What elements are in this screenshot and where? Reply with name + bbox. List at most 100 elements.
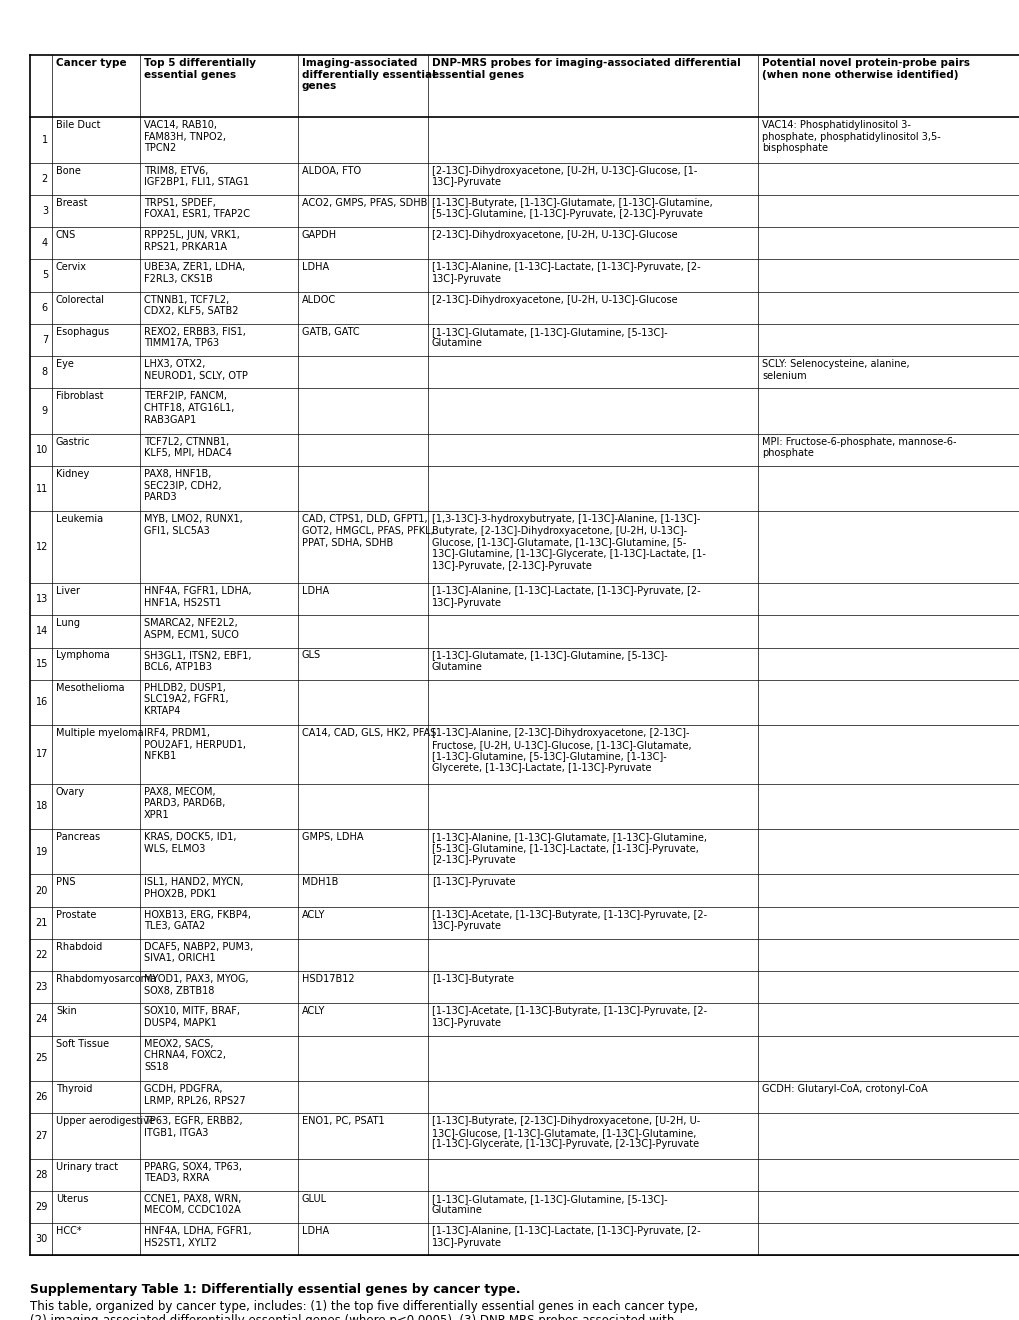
Text: 28: 28 (36, 1170, 48, 1180)
Text: Kidney: Kidney (56, 469, 90, 479)
Text: 1: 1 (42, 135, 48, 145)
Text: PAX8, MECOM,
PARD3, PARD6B,
XPR1: PAX8, MECOM, PARD3, PARD6B, XPR1 (144, 787, 225, 820)
Text: 19: 19 (36, 846, 48, 857)
Text: Prostate: Prostate (56, 909, 96, 920)
Text: 20: 20 (36, 886, 48, 895)
Text: Gastric: Gastric (56, 437, 91, 446)
Text: GMPS, LDHA: GMPS, LDHA (302, 832, 363, 842)
Text: 6: 6 (42, 302, 48, 313)
Text: 14: 14 (36, 627, 48, 636)
Text: Upper aerodigestive: Upper aerodigestive (56, 1117, 155, 1126)
Text: HCC*: HCC* (56, 1226, 82, 1236)
Text: 29: 29 (36, 1203, 48, 1212)
Text: 10: 10 (36, 445, 48, 455)
Text: 9: 9 (42, 407, 48, 416)
Text: [1-13C]-Glutamate, [1-13C]-Glutamine, [5-13C]-
Glutamine: [1-13C]-Glutamate, [1-13C]-Glutamine, [5… (432, 327, 667, 348)
Text: [1-13C]-Butyrate, [1-13C]-Glutamate, [1-13C]-Glutamine,
[5-13C]-Glutamine, [1-13: [1-13C]-Butyrate, [1-13C]-Glutamate, [1-… (432, 198, 712, 219)
Text: REXO2, ERBB3, FIS1,
TIMM17A, TP63: REXO2, ERBB3, FIS1, TIMM17A, TP63 (144, 327, 246, 348)
Text: HNF4A, LDHA, FGFR1,
HS2ST1, XYLT2: HNF4A, LDHA, FGFR1, HS2ST1, XYLT2 (144, 1226, 252, 1247)
Text: Rhabdoid: Rhabdoid (56, 942, 102, 952)
Text: CCNE1, PAX8, WRN,
MECOM, CCDC102A: CCNE1, PAX8, WRN, MECOM, CCDC102A (144, 1193, 242, 1216)
Text: TP63, EGFR, ERBB2,
ITGB1, ITGA3: TP63, EGFR, ERBB2, ITGB1, ITGA3 (144, 1117, 243, 1138)
Text: SCLY: Selenocysteine, alanine,
selenium: SCLY: Selenocysteine, alanine, selenium (761, 359, 909, 380)
Text: Fibroblast: Fibroblast (56, 391, 103, 401)
Text: TERF2IP, FANCM,
CHTF18, ATG16L1,
RAB3GAP1: TERF2IP, FANCM, CHTF18, ATG16L1, RAB3GAP… (144, 391, 234, 425)
Text: PHLDB2, DUSP1,
SLC19A2, FGFR1,
KRTAP4: PHLDB2, DUSP1, SLC19A2, FGFR1, KRTAP4 (144, 682, 228, 715)
Text: [2-13C]-Dihydroxyacetone, [U-2H, U-13C]-Glucose: [2-13C]-Dihydroxyacetone, [U-2H, U-13C]-… (432, 294, 677, 305)
Text: IRF4, PRDM1,
POU2AF1, HERPUD1,
NFKB1: IRF4, PRDM1, POU2AF1, HERPUD1, NFKB1 (144, 729, 246, 762)
Text: HSD17B12: HSD17B12 (302, 974, 355, 985)
Text: LHX3, OTX2,
NEUROD1, SCLY, OTP: LHX3, OTX2, NEUROD1, SCLY, OTP (144, 359, 248, 380)
Text: CNS: CNS (56, 230, 76, 240)
Text: Lung: Lung (56, 618, 79, 628)
Text: 26: 26 (36, 1092, 48, 1102)
Text: Soft Tissue: Soft Tissue (56, 1039, 109, 1048)
Text: Uterus: Uterus (56, 1193, 89, 1204)
Text: 5: 5 (42, 271, 48, 281)
Text: Cervix: Cervix (56, 263, 87, 272)
Text: GLUL: GLUL (302, 1193, 327, 1204)
Text: 11: 11 (36, 483, 48, 494)
Text: Multiple myeloma: Multiple myeloma (56, 729, 144, 738)
Text: 21: 21 (36, 917, 48, 928)
Text: GCDH: Glutaryl-CoA, crotonyl-CoA: GCDH: Glutaryl-CoA, crotonyl-CoA (761, 1084, 927, 1094)
Text: VAC14: Phosphatidylinositol 3-
phosphate, phosphatidylinositol 3,5-
bisphosphate: VAC14: Phosphatidylinositol 3- phosphate… (761, 120, 940, 153)
Text: 16: 16 (36, 697, 48, 708)
Text: [2-13C]-Dihydroxyacetone, [U-2H, U-13C]-Glucose: [2-13C]-Dihydroxyacetone, [U-2H, U-13C]-… (432, 230, 677, 240)
Text: ACO2, GMPS, PFAS, SDHB: ACO2, GMPS, PFAS, SDHB (302, 198, 427, 207)
Text: GCDH, PDGFRA,
LRMP, RPL26, RPS27: GCDH, PDGFRA, LRMP, RPL26, RPS27 (144, 1084, 246, 1106)
Text: PNS: PNS (56, 878, 75, 887)
Text: Supplementary Table 1: Differentially essential genes by cancer type.: Supplementary Table 1: Differentially es… (30, 1283, 520, 1296)
Text: Ovary: Ovary (56, 787, 85, 797)
Text: HOXB13, ERG, FKBP4,
TLE3, GATA2: HOXB13, ERG, FKBP4, TLE3, GATA2 (144, 909, 251, 931)
Text: 13: 13 (36, 594, 48, 605)
Text: 23: 23 (36, 982, 48, 993)
Text: TCF7L2, CTNNB1,
KLF5, MPI, HDAC4: TCF7L2, CTNNB1, KLF5, MPI, HDAC4 (144, 437, 231, 458)
Text: TRPS1, SPDEF,
FOXA1, ESR1, TFAP2C: TRPS1, SPDEF, FOXA1, ESR1, TFAP2C (144, 198, 250, 219)
Text: HNF4A, FGFR1, LDHA,
HNF1A, HS2ST1: HNF4A, FGFR1, LDHA, HNF1A, HS2ST1 (144, 586, 252, 607)
Text: Thyroid: Thyroid (56, 1084, 93, 1094)
Text: TRIM8, ETV6,
IGF2BP1, FLI1, STAG1: TRIM8, ETV6, IGF2BP1, FLI1, STAG1 (144, 165, 249, 187)
Text: Cancer type: Cancer type (56, 58, 126, 69)
Text: ENO1, PC, PSAT1: ENO1, PC, PSAT1 (302, 1117, 384, 1126)
Text: ACLY: ACLY (302, 909, 325, 920)
Text: [1-13C]-Pyruvate: [1-13C]-Pyruvate (432, 878, 515, 887)
Text: [1-13C]-Alanine, [1-13C]-Glutamate, [1-13C]-Glutamine,
[5-13C]-Glutamine, [1-13C: [1-13C]-Alanine, [1-13C]-Glutamate, [1-1… (432, 832, 706, 865)
Text: 3: 3 (42, 206, 48, 216)
Text: Pancreas: Pancreas (56, 832, 100, 842)
Text: (2) imaging-associated differentially essential genes (where p<0.0005), (3) DNP-: (2) imaging-associated differentially es… (30, 1315, 674, 1320)
Text: RPP25L, JUN, VRK1,
RPS21, PRKAR1A: RPP25L, JUN, VRK1, RPS21, PRKAR1A (144, 230, 239, 252)
Text: 17: 17 (36, 750, 48, 759)
Text: Lymphoma: Lymphoma (56, 651, 110, 660)
Text: UBE3A, ZER1, LDHA,
F2RL3, CKS1B: UBE3A, ZER1, LDHA, F2RL3, CKS1B (144, 263, 245, 284)
Text: CAD, CTPS1, DLD, GFPT1,
GOT2, HMGCL, PFAS, PFKL,
PPAT, SDHA, SDHB: CAD, CTPS1, DLD, GFPT1, GOT2, HMGCL, PFA… (302, 515, 433, 548)
Text: CTNNB1, TCF7L2,
CDX2, KLF5, SATB2: CTNNB1, TCF7L2, CDX2, KLF5, SATB2 (144, 294, 238, 317)
Text: 7: 7 (42, 335, 48, 345)
Text: 25: 25 (36, 1053, 48, 1064)
Text: Urinary tract: Urinary tract (56, 1162, 118, 1172)
Text: [1-13C]-Alanine, [2-13C]-Dihydroxyacetone, [2-13C]-
Fructose, [U-2H, U-13C]-Gluc: [1-13C]-Alanine, [2-13C]-Dihydroxyaceton… (432, 729, 691, 774)
Text: ISL1, HAND2, MYCN,
PHOX2B, PDK1: ISL1, HAND2, MYCN, PHOX2B, PDK1 (144, 878, 244, 899)
Text: [1-13C]-Acetate, [1-13C]-Butyrate, [1-13C]-Pyruvate, [2-
13C]-Pyruvate: [1-13C]-Acetate, [1-13C]-Butyrate, [1-13… (432, 909, 706, 931)
Text: Mesothelioma: Mesothelioma (56, 682, 124, 693)
Text: ALDOC: ALDOC (302, 294, 336, 305)
Text: VAC14, RAB10,
FAM83H, TNPO2,
TPCN2: VAC14, RAB10, FAM83H, TNPO2, TPCN2 (144, 120, 226, 153)
Text: 22: 22 (36, 950, 48, 960)
Text: Imaging-associated
differentially essential
genes: Imaging-associated differentially essent… (302, 58, 435, 91)
Text: Skin: Skin (56, 1006, 76, 1016)
Text: SH3GL1, ITSN2, EBF1,
BCL6, ATP1B3: SH3GL1, ITSN2, EBF1, BCL6, ATP1B3 (144, 651, 252, 672)
Text: DNP-MRS probes for imaging-associated differential
essential genes: DNP-MRS probes for imaging-associated di… (432, 58, 740, 79)
Text: [1-13C]-Alanine, [1-13C]-Lactate, [1-13C]-Pyruvate, [2-
13C]-Pyruvate: [1-13C]-Alanine, [1-13C]-Lactate, [1-13C… (432, 263, 700, 284)
Text: [1-13C]-Alanine, [1-13C]-Lactate, [1-13C]-Pyruvate, [2-
13C]-Pyruvate: [1-13C]-Alanine, [1-13C]-Lactate, [1-13C… (432, 586, 700, 607)
Text: 12: 12 (36, 543, 48, 552)
Text: Top 5 differentially
essential genes: Top 5 differentially essential genes (144, 58, 256, 79)
Text: [1-13C]-Acetate, [1-13C]-Butyrate, [1-13C]-Pyruvate, [2-
13C]-Pyruvate: [1-13C]-Acetate, [1-13C]-Butyrate, [1-13… (432, 1006, 706, 1028)
Text: Eye: Eye (56, 359, 73, 370)
Text: GAPDH: GAPDH (302, 230, 337, 240)
Text: DCAF5, NABP2, PUM3,
SIVA1, ORICH1: DCAF5, NABP2, PUM3, SIVA1, ORICH1 (144, 942, 253, 964)
Text: [1-13C]-Glutamate, [1-13C]-Glutamine, [5-13C]-
Glutamine: [1-13C]-Glutamate, [1-13C]-Glutamine, [5… (432, 1193, 667, 1216)
Text: GATB, GATC: GATB, GATC (302, 327, 360, 337)
Text: 15: 15 (36, 659, 48, 669)
Text: 2: 2 (42, 174, 48, 183)
Text: LDHA: LDHA (302, 263, 329, 272)
